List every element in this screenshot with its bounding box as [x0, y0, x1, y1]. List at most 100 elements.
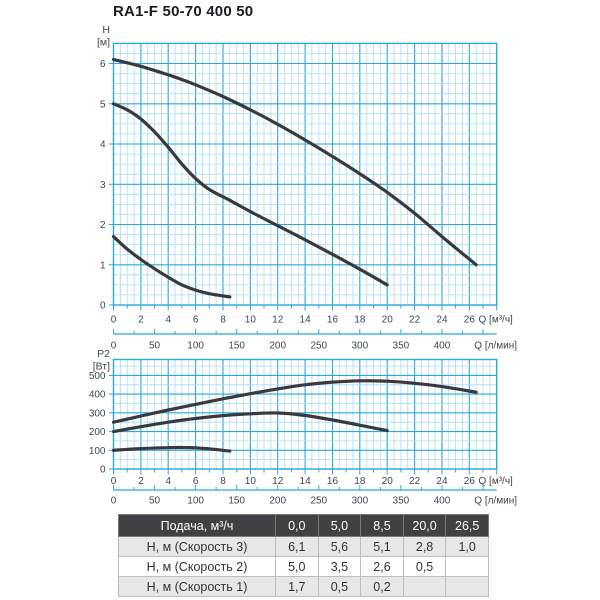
axis-label: 150	[228, 341, 245, 352]
axis-label: 16	[327, 315, 339, 326]
axis-label: H	[102, 24, 110, 36]
table-value-cell: 2,6	[360, 556, 404, 577]
axis-label: 150	[228, 496, 245, 507]
pump-data-table: Подача, м³/ч 0,0 5,0 8,5 20,0 26,5 Н, м (Скор…	[118, 514, 489, 597]
axis-label: 4	[165, 476, 171, 487]
table-body: Н, м (Скорость 3) 6,1 5,6 5,1 2,8 1,0 Н, м (Ск…	[118, 536, 489, 597]
table-value-cell: 1,7	[275, 576, 319, 597]
axis-label: 100	[187, 341, 204, 352]
table-value-cell	[445, 556, 489, 577]
table-value-cell: 6,1	[275, 536, 319, 557]
axis-label: 5	[100, 99, 106, 110]
axis-label: 200	[89, 427, 106, 438]
axis-label: 10	[245, 315, 257, 326]
axis-label: 100	[187, 496, 204, 507]
axis-label: 10	[245, 476, 257, 487]
curve-скорость-2	[111, 102, 389, 287]
table-header-cell: 5,0	[317, 514, 362, 537]
axis-label: 22	[409, 476, 421, 487]
table-header-cell: 8,5	[360, 514, 404, 537]
axis-label: 350	[393, 496, 410, 507]
axis-label: 12	[272, 476, 284, 487]
chart-h-q: 0 2 4 6 8 10 12 14 16 18 20 22 24 26 Q [м³/ч]0123456H[…	[97, 24, 517, 352]
axis-label: 300	[89, 408, 106, 419]
axis-label: 250	[310, 496, 327, 507]
curve-скорость-2	[111, 411, 389, 434]
curve-скорость-3	[111, 57, 478, 267]
row-label-cell: Н, м (Скорость 3)	[118, 536, 276, 557]
axis-label: 0	[111, 341, 117, 352]
table-row: Н, м (Скорость 2) 5,0 3,5 2,6 0,5	[118, 556, 489, 577]
axis-label: 8	[220, 315, 226, 326]
axis-label: Q [м³/ч]	[479, 315, 514, 326]
row-label-cell: Н, м (Скорость 1)	[118, 576, 276, 597]
axis-label: 14	[300, 315, 312, 326]
table-value-cell: 1,0	[445, 536, 489, 557]
table-header-cell: 20,0	[402, 514, 447, 537]
axis-label: 16	[327, 476, 339, 487]
table-header-row: Подача, м³/ч 0,0 5,0 8,5 20,0 26,5	[118, 514, 489, 537]
axis-label: 24	[436, 315, 448, 326]
axis-label: 26	[464, 315, 476, 326]
axis-label: 4	[165, 315, 171, 326]
axis-label: 200	[269, 341, 286, 352]
axis-label: 200	[269, 496, 286, 507]
axis-label: 1	[100, 260, 106, 271]
axis-label: 6	[193, 315, 199, 326]
axis-label: P2	[97, 348, 110, 360]
axis-label: 3	[100, 180, 106, 191]
axis-label: 6	[193, 476, 199, 487]
table-value-cell: 5,1	[360, 536, 404, 557]
axis-label: 26	[464, 476, 476, 487]
page-title: RA1-F 50-70 400 50	[113, 3, 254, 20]
table-header-cell: Подача, м³/ч	[118, 514, 276, 537]
axis-label: 500	[89, 371, 106, 382]
axis-label: 0	[111, 496, 117, 507]
table-value-cell: 0,5	[402, 556, 447, 577]
axis-label: 0	[100, 465, 106, 476]
axis-label: 2	[138, 315, 144, 326]
axis-label: 400	[434, 341, 451, 352]
axis-label: 0	[111, 476, 117, 487]
axis-label: 18	[354, 315, 366, 326]
axis-label: 0	[111, 315, 117, 326]
axis-label: 14	[300, 476, 312, 487]
axis-label: 250	[310, 341, 327, 352]
table-value-cell: 0,2	[360, 576, 404, 597]
axis-label: 400	[434, 496, 451, 507]
table-header-cell: 26,5	[445, 514, 489, 537]
axis-label: 18	[354, 476, 366, 487]
table-row: Подача, м³/ч 0,0 5,0 8,5 20,0 26,5	[118, 514, 489, 537]
axis-label: 20	[382, 315, 394, 326]
curve-скорость-1	[111, 235, 232, 299]
table-header-cell: 0,0	[275, 514, 319, 537]
table-value-cell: 3,5	[317, 556, 362, 577]
axis-label: [м]	[97, 37, 110, 49]
axis-label: 350	[393, 341, 410, 352]
axis-label: 300	[351, 341, 368, 352]
axis-label: 100	[89, 446, 106, 457]
axis-label: 50	[149, 341, 161, 352]
table-value-cell	[402, 576, 447, 597]
axis-label: 24	[436, 476, 448, 487]
table-value-cell: 5,0	[275, 556, 319, 577]
axis-label: 50	[149, 496, 161, 507]
axis-label: 400	[89, 390, 106, 401]
curve-скорость-1	[111, 445, 232, 453]
axis-label: 6	[100, 59, 106, 70]
axis-label: Q [м³/ч]	[479, 476, 514, 487]
table-value-cell: 5,6	[317, 536, 362, 557]
axis-label: 20	[382, 476, 394, 487]
curve-скорость-3	[111, 379, 478, 424]
axis-label: 0	[100, 301, 106, 312]
axis-label: [Вт]	[93, 361, 110, 373]
axis-label: 8	[220, 476, 226, 487]
axis-label: Q [л/мин]	[474, 496, 517, 507]
axis-label: 12	[272, 315, 284, 326]
axis-label: Q [л/мин]	[474, 341, 517, 352]
axis-label: 22	[409, 315, 421, 326]
axis-label: 2	[100, 220, 106, 231]
row-label-cell: Н, м (Скорость 2)	[118, 556, 276, 577]
